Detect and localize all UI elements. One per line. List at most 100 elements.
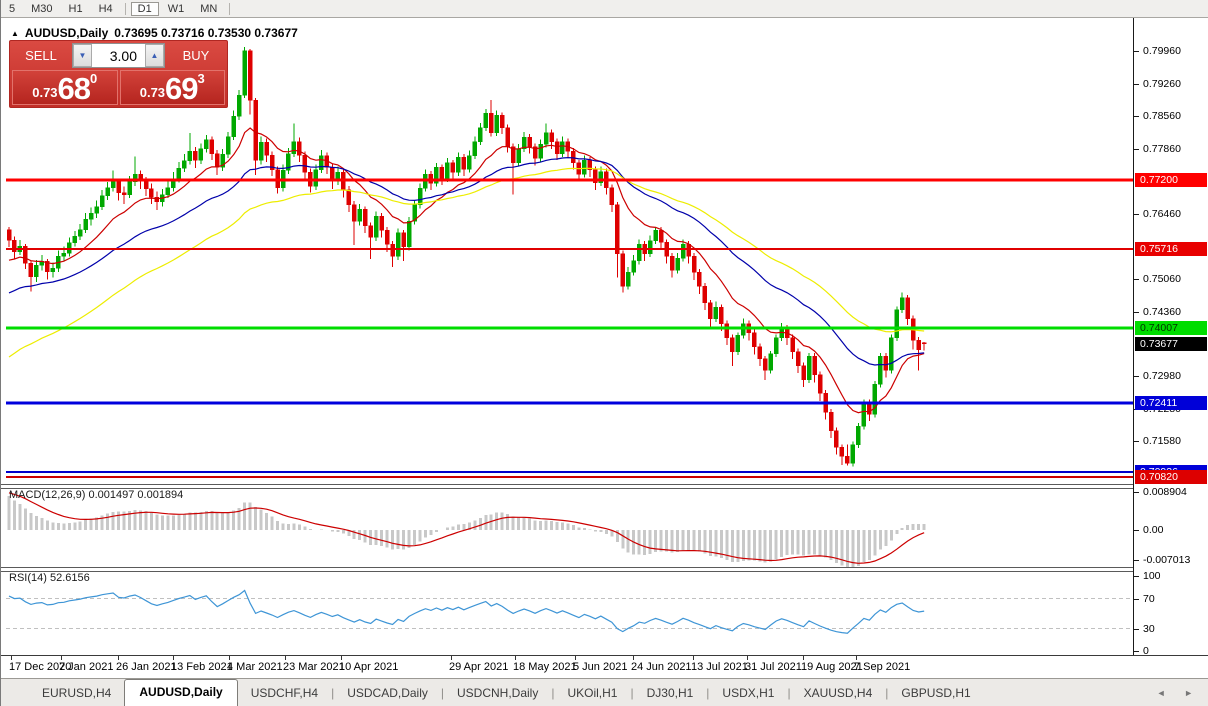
axis-tick [1134,50,1139,52]
date-tick [693,656,694,660]
price-label-box: 0.77200 [1135,172,1207,187]
one-click-trading-panel: SELL ▼ 3.00 ▲ BUY 0.73 68 0 0.73 69 3 [9,40,228,108]
date-label: 5 Jun 2021 [573,661,628,673]
timeframe-button-w1[interactable]: W1 [167,2,185,15]
tab-separator: | [331,686,335,700]
tab-ukoil-h1[interactable]: UKOil,H1 [567,686,618,700]
rsi-label: RSI(14) 52.6156 [9,572,90,584]
ma-line-34 [8,156,925,366]
date-label: 4 Mar 2021 [227,661,283,673]
date-label: 13 Feb 2021 [171,661,233,673]
splitter-main-macd[interactable] [1,484,1208,489]
volume-input[interactable]: 3.00 [92,44,145,67]
sell-price-pip: 0 [90,71,98,86]
macd-tick-label: 0.008904 [1143,485,1187,498]
tab-separator: | [440,686,444,700]
timeframe-button-m30[interactable]: M30 [31,2,53,15]
axis-tick [1134,311,1139,313]
tab-usdchf-h4[interactable]: USDCHF,H4 [250,686,319,700]
axis-tick [1134,83,1139,85]
price-tick-label: 0.74360 [1143,305,1181,318]
volume-increase-icon[interactable]: ▲ [145,44,164,67]
tab-eurusd-h4[interactable]: EURUSD,H4 [42,686,112,700]
tab-usdcnh-daily[interactable]: USDCNH,Daily [457,686,539,700]
date-label: 23 Mar 2021 [283,661,345,673]
price-label-box: 0.73677 [1135,336,1207,351]
timeframe-toolbar: 5 M30 H1 H4 D1 W1 MN [1,0,1208,18]
price-chart[interactable] [6,18,1133,484]
timeframe-button-h4[interactable]: H4 [98,2,113,15]
price-tick-label: 0.76460 [1143,208,1181,221]
buy-price-main: 69 [165,71,198,106]
sell-button[interactable]: SELL [25,48,57,63]
tabs-scroll-arrows[interactable]: ◄ ► [1156,688,1201,698]
rsi-panel[interactable] [6,570,1133,654]
date-label: 24 Jun 2021 [631,661,692,673]
axis-tick [1134,651,1139,652]
axis-tick [1134,491,1139,493]
date-label: 18 May 2021 [513,661,577,673]
tab-separator: | [630,686,634,700]
chart-title: ▲ AUDUSD,Daily 0.73695 0.73716 0.73530 0… [11,26,298,40]
rsi-tick-label: 30 [1143,622,1155,635]
price-tick-label: 0.77860 [1143,142,1181,155]
date-tick [118,656,119,660]
macd-panel[interactable] [6,487,1133,567]
macd-histogram [7,496,926,567]
buy-button[interactable]: BUY [182,48,210,63]
date-tick [11,656,12,660]
date-label: 7 Sep 2021 [854,661,911,673]
chart-title-ohlc: 0.73695 0.73716 0.73530 0.73677 [114,26,298,40]
axis-tick [1134,214,1139,216]
date-axis: 17 Dec 2020 7 Jan 2021 26 Jan 2021 13 Feb 2… [1,655,1208,679]
date-label: 17 Dec 2020 [9,661,72,673]
date-label: 19 Aug 2021 [801,661,863,673]
sell-price-main: 68 [57,71,91,106]
axis-tick [1134,148,1139,150]
rsi-line [8,589,925,634]
buy-price-pip: 3 [197,71,205,86]
date-tick [856,656,857,660]
tab-gbpusd-h1[interactable]: GBPUSD,H1 [901,686,971,700]
rsi-tick-label: 0 [1143,645,1149,657]
splitter-macd-rsi[interactable] [1,567,1208,572]
tab-audusd-daily[interactable]: AUDUSD,Daily [124,679,238,706]
price-tick-label: 0.75060 [1143,273,1181,286]
date-label: 29 Apr 2021 [449,661,509,673]
axis-tick [1134,376,1139,378]
axis-tick [1134,628,1139,630]
buy-price-display[interactable]: 0.73 69 3 [119,70,225,106]
price-label-box: 0.75716 [1135,241,1207,256]
date-tick [515,656,516,660]
tab-separator: | [551,686,555,700]
date-tick [61,656,62,660]
date-label: 26 Jan 2021 [116,661,177,673]
price-tick-label: 0.72980 [1143,370,1181,383]
timeframe-button-h1[interactable]: H1 [68,2,83,15]
macd-label: MACD(12,26,9) 0.001497 0.001894 [9,489,184,501]
timeframe-button-d1[interactable]: D1 [130,1,159,16]
price-tick-label: 0.71580 [1143,435,1181,448]
price-label-box: 0.74007 [1135,321,1207,336]
price-tick-label: 0.79960 [1143,44,1181,57]
chart-tab-bar: EURUSD,H4 AUDUSD,Daily USDCHF,H4 | USDCAD,Da… [1,678,1208,706]
timeframe-button-5[interactable]: 5 [9,2,16,15]
timeframe-button-mn[interactable]: MN [200,2,218,15]
price-axis: 0.79960 0.79260 0.78560 0.77860 0.76460 0.750… [1133,18,1208,657]
sell-price-prefix: 0.73 [32,85,58,100]
tab-xauusd-h4[interactable]: XAUUSD,H4 [803,686,873,700]
collapse-panel-icon[interactable]: ▲ [11,28,19,38]
date-tick [803,656,804,660]
date-tick [633,656,634,660]
date-label: 10 Apr 2021 [339,661,399,673]
sell-price-display[interactable]: 0.73 68 0 [12,70,118,105]
tab-usdcad-daily[interactable]: USDCAD,Daily [347,686,428,700]
axis-tick [1134,279,1139,281]
ma-line-55 [8,167,925,358]
tab-usdx-h1[interactable]: USDX,H1 [722,686,775,700]
price-tick-label: 0.79260 [1143,77,1181,90]
tab-dj30-h1[interactable]: DJ30,H1 [646,686,694,700]
axis-tick [1134,530,1139,531]
volume-decrease-icon[interactable]: ▼ [73,44,92,67]
